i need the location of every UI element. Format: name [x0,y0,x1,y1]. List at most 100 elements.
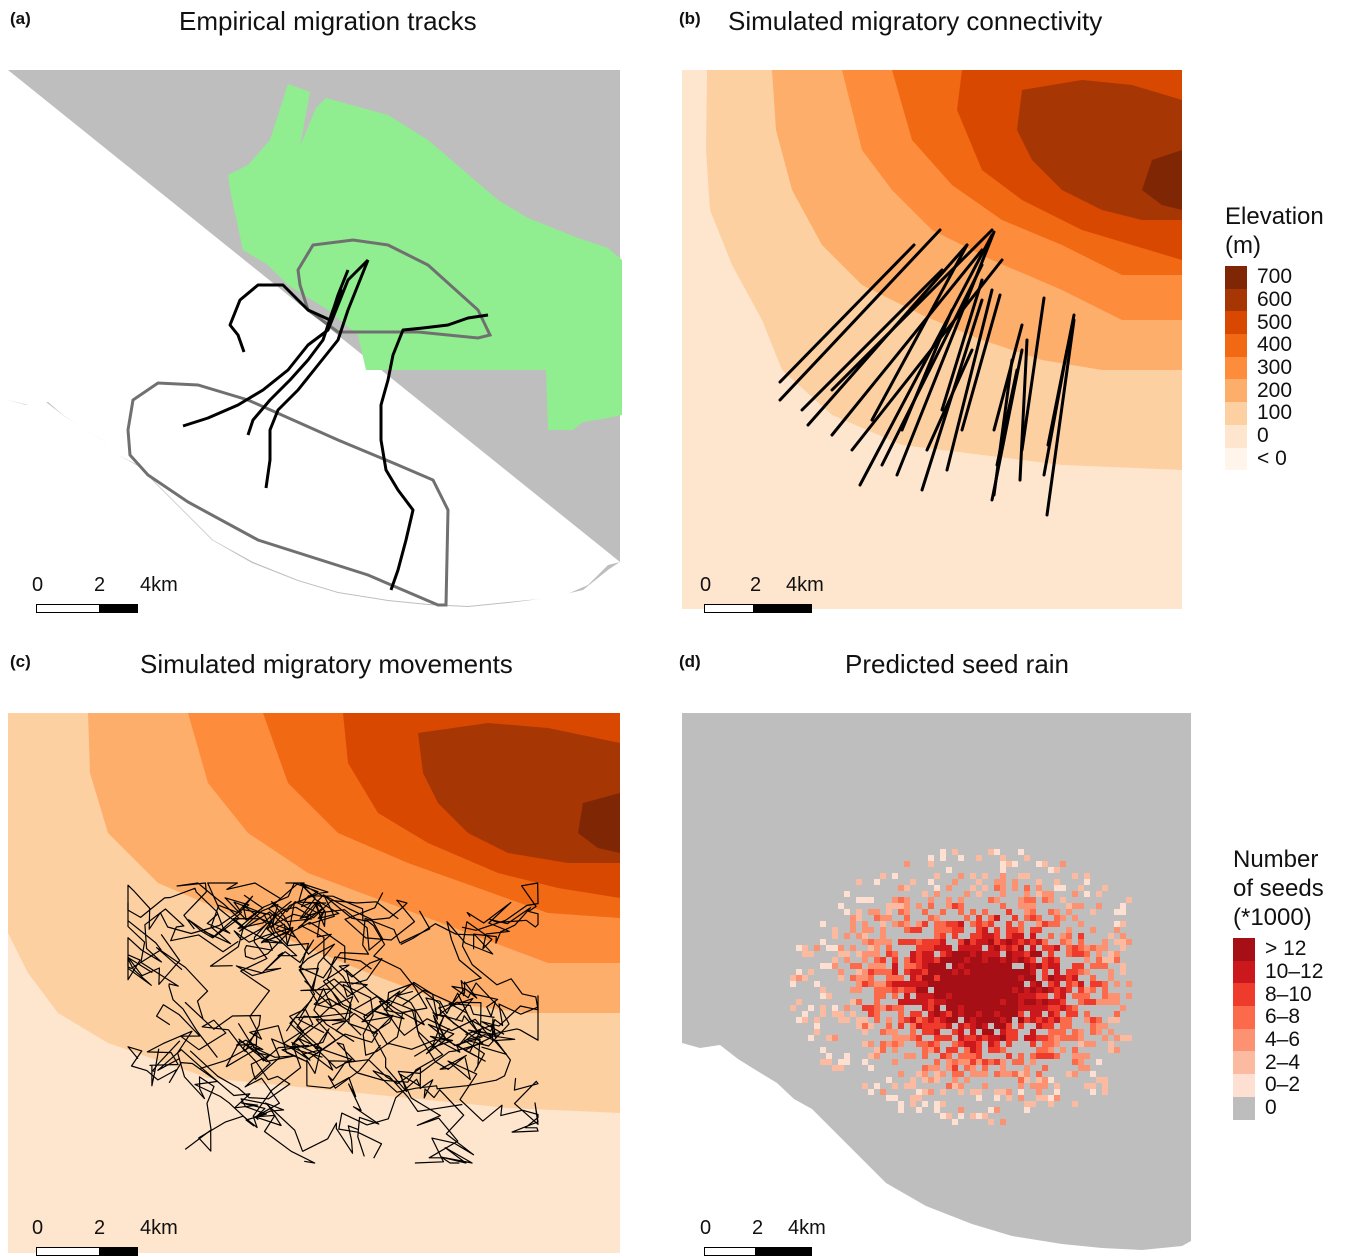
seed-cell [994,1011,1000,1017]
seed-cell [958,855,964,861]
seed-cell [934,1107,940,1113]
seed-cell [958,1053,964,1059]
seed-cell [1012,927,1018,933]
seed-cell [1054,1083,1060,1089]
seed-cell [1060,1047,1066,1053]
seed-cell [1084,1053,1090,1059]
conn-line [830,228,994,392]
seed-cell [1072,903,1078,909]
seeds-legend-item: 4–6 [1233,1029,1324,1052]
seed-cell [976,969,982,975]
seed-cell [1102,963,1108,969]
seed-cell [982,1029,988,1035]
seed-cell [916,993,922,999]
seed-cell [1072,1011,1078,1017]
scale-bar-seg1 [36,1247,100,1256]
seed-cell [1000,975,1006,981]
scale-tick-0: 0 [700,1217,712,1239]
seed-cell [874,1047,880,1053]
seeds-legend-items: > 12 10–12 8–10 6–8 4–6 2–4 0–2 0 [1233,938,1324,1120]
seed-cell [856,879,862,885]
seed-cell [982,1065,988,1071]
seed-cell [982,1059,988,1065]
seed-cell [970,1035,976,1041]
seed-cell [976,939,982,945]
seed-cell [1054,957,1060,963]
seed-cell [862,1059,868,1065]
seed-cell [1000,1065,1006,1071]
seed-cell [1006,951,1012,957]
seed-cell [916,903,922,909]
seed-cell [940,975,946,981]
elevation-legend-swatch [1225,402,1247,425]
seed-cell [940,1113,946,1119]
seed-cell [982,1113,988,1119]
seed-cell [1006,927,1012,933]
seed-cell [922,1089,928,1095]
seed-cell [880,933,886,939]
seed-cell [820,1047,826,1053]
seed-cell [886,951,892,957]
seeds-legend-label: > 12 [1265,937,1307,961]
seed-cell [1120,903,1126,909]
seed-cell [952,975,958,981]
seed-cell [976,945,982,951]
seed-cell [904,897,910,903]
seed-cell [1048,975,1054,981]
seed-cell [952,1017,958,1023]
seed-cell [1048,891,1054,897]
seed-cell [814,1029,820,1035]
conn-line [925,348,974,452]
seed-cell [994,897,1000,903]
seed-cell [1054,1029,1060,1035]
seed-cell [1054,975,1060,981]
seed-cell [1090,1041,1096,1047]
seed-cell [994,975,1000,981]
seed-cell [1036,963,1042,969]
seed-cell [1012,993,1018,999]
seed-cell [1102,1089,1108,1095]
seed-cell [928,957,934,963]
seed-cell [904,903,910,909]
seed-cell [934,1023,940,1029]
elevation-legend-item: 0 [1225,425,1324,448]
scale-bar-seg2 [100,1247,138,1256]
seed-cell [910,951,916,957]
seed-cell [976,915,982,921]
seed-cell [952,987,958,993]
seed-cell [1006,969,1012,975]
seed-cell [844,957,850,963]
seed-cell [1096,1023,1102,1029]
seed-cell [1012,933,1018,939]
seed-cell [940,981,946,987]
seed-cell [976,1023,982,1029]
seed-cell [994,927,1000,933]
seeds-legend-swatch [1233,960,1255,984]
seed-cell [1054,969,1060,975]
seed-cell [862,933,868,939]
seed-cell [922,999,928,1005]
seed-cell [838,969,844,975]
seed-cell [970,933,976,939]
seed-cell [1078,1053,1084,1059]
seed-cell [994,933,1000,939]
seed-cell [916,987,922,993]
seed-cell [1024,999,1030,1005]
seed-cell [1108,969,1114,975]
seed-cell [898,999,904,1005]
seed-cell [1036,1089,1042,1095]
seed-cell [1072,1029,1078,1035]
seed-cell [1030,897,1036,903]
track-4 [379,313,489,591]
seed-cell [1036,939,1042,945]
seed-cell [928,1023,934,1029]
seed-cell [976,975,982,981]
seed-cell [1000,1005,1006,1011]
scale-tick-0: 0 [32,1217,44,1239]
seed-cell [1048,1023,1054,1029]
scale-bar-seg2 [100,604,138,613]
seed-cell [874,939,880,945]
seed-cell [1030,969,1036,975]
seed-cell [976,1113,982,1119]
seed-cell [1078,999,1084,1005]
